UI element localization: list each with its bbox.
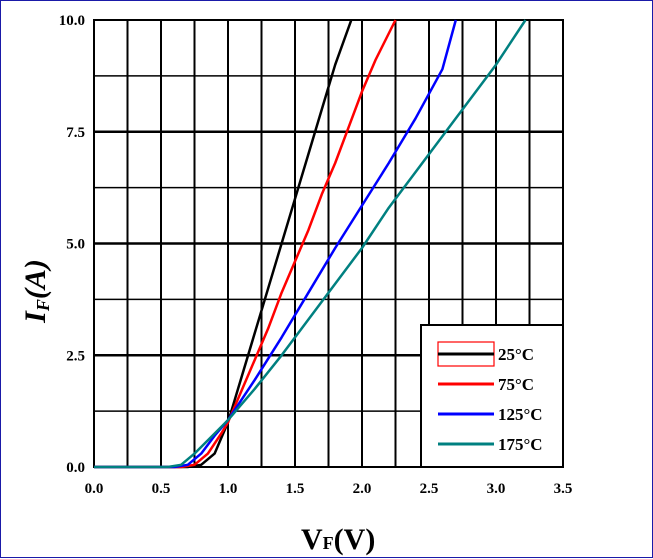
y-tick-label: 7.5 bbox=[66, 125, 85, 141]
legend-label: 25°C bbox=[498, 345, 534, 364]
y-tick-label: 2.5 bbox=[66, 348, 85, 364]
y-tick-label: 0.0 bbox=[66, 460, 85, 476]
x-tick-label: 2.0 bbox=[353, 481, 372, 497]
x-tick-label: 3.0 bbox=[487, 481, 506, 497]
legend-label: 175°C bbox=[498, 435, 543, 454]
legend-label: 75°C bbox=[498, 375, 534, 394]
y-tick-label: 10.0 bbox=[59, 13, 85, 29]
x-tick-label: 3.5 bbox=[554, 481, 573, 497]
x-tick-label: 1.5 bbox=[286, 481, 305, 497]
x-axis-label: VF(V) bbox=[301, 523, 375, 556]
x-tick-label: 2.5 bbox=[420, 481, 439, 497]
series-line bbox=[94, 19, 353, 469]
legend-label: 125°C bbox=[498, 405, 543, 424]
y-tick-labels: 0.0 2.5 5.0 7.5 10.0 bbox=[59, 13, 85, 476]
y-axis-label: IF(A) bbox=[19, 259, 53, 324]
x-tick-label: 0.0 bbox=[85, 481, 104, 497]
series-line bbox=[94, 19, 458, 469]
legend: 25°C 75°C 125°C 175°C bbox=[420, 324, 564, 468]
curves bbox=[94, 19, 527, 469]
x-tick-label: 0.5 bbox=[152, 481, 171, 497]
series-line bbox=[94, 19, 527, 469]
x-tick-labels: 0.0 0.5 1.0 1.5 2.0 2.5 3.0 3.5 bbox=[85, 481, 573, 497]
y-tick-label: 5.0 bbox=[66, 237, 85, 253]
series-line bbox=[94, 19, 397, 469]
x-tick-label: 1.0 bbox=[219, 481, 238, 497]
